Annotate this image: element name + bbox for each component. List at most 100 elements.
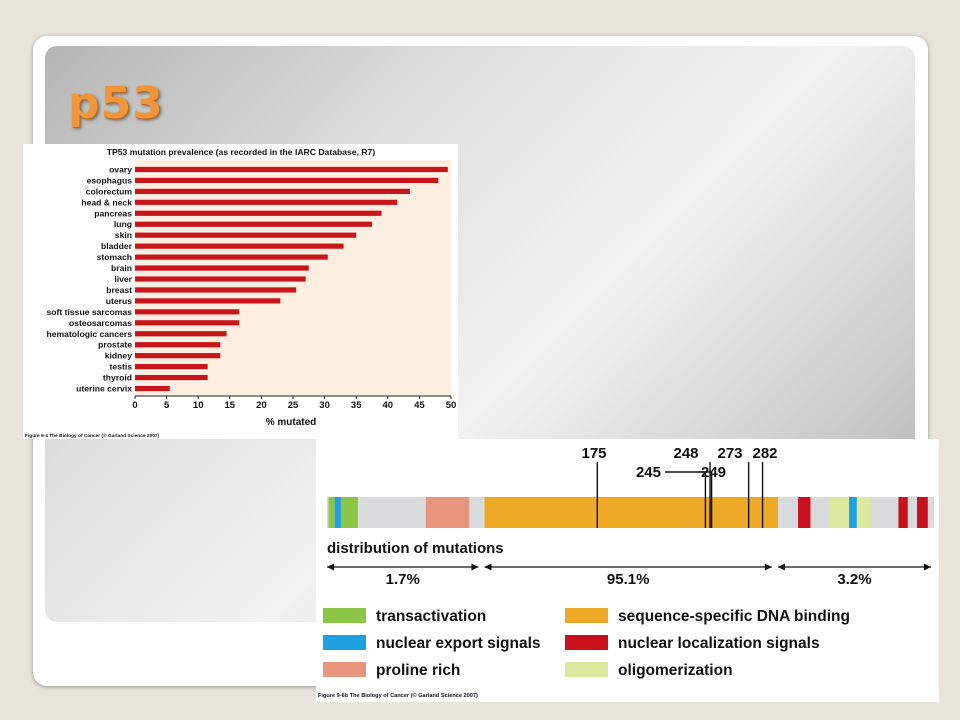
prevalence-bar bbox=[135, 166, 448, 173]
legend-label: nuclear export signals bbox=[376, 635, 541, 652]
slide-title: p53 bbox=[68, 78, 164, 129]
prevalence-category-label: testis bbox=[110, 362, 133, 372]
prevalence-category-label: brain bbox=[111, 263, 132, 273]
prevalence-category-label: breast bbox=[106, 285, 132, 295]
protein-region bbox=[898, 497, 908, 528]
prevalence-category-label: esophagus bbox=[87, 175, 133, 185]
legend-label: transactivation bbox=[376, 608, 486, 625]
prevalence-bar bbox=[135, 353, 221, 359]
prevalence-bar bbox=[135, 298, 281, 304]
prevalence-x-axis-label: % mutated bbox=[266, 417, 317, 428]
prevalence-category-label: uterus bbox=[106, 296, 132, 306]
protein-region bbox=[334, 497, 341, 528]
prevalence-figure: TP53 mutation prevalence (as recorded in… bbox=[23, 144, 458, 439]
prevalence-x-tick-label: 5 bbox=[164, 400, 170, 411]
prevalence-x-tick-label: 30 bbox=[319, 400, 330, 411]
prevalence-bar bbox=[135, 177, 439, 184]
prevalence-x-tick-label: 15 bbox=[225, 400, 236, 411]
prevalence-chart-title: TP53 mutation prevalence (as recorded in… bbox=[107, 147, 376, 157]
legend-swatch bbox=[323, 635, 366, 650]
prevalence-x-tick-label: 50 bbox=[446, 400, 457, 411]
prevalence-bar bbox=[135, 232, 357, 238]
hotspot-label: 282 bbox=[752, 445, 777, 462]
prevalence-bar bbox=[135, 364, 208, 370]
prevalence-bar bbox=[135, 331, 227, 337]
prevalence-category-label: head & neck bbox=[81, 197, 132, 207]
legend-swatch bbox=[323, 662, 366, 677]
segment-arrowhead bbox=[764, 563, 772, 571]
prevalence-category-label: hematologic cancers bbox=[47, 329, 133, 339]
segment-arrowhead bbox=[471, 563, 479, 571]
prevalence-caption: Figure 9-4 The Biology of Cancer (© Garl… bbox=[25, 432, 160, 439]
prevalence-marks: 0 5 10 15 20 25 30 35 40 45 50 ovaryesophaguscolore… bbox=[47, 160, 457, 411]
prevalence-x-tick-label: 10 bbox=[193, 400, 204, 411]
protein-region bbox=[340, 497, 358, 528]
distribution-title: distribution of mutations bbox=[327, 540, 504, 557]
prevalence-category-label: pancreas bbox=[94, 208, 132, 218]
prevalence-category-label: lung bbox=[114, 219, 132, 229]
prevalence-bar bbox=[135, 287, 297, 293]
prevalence-category-label: bladder bbox=[101, 241, 133, 251]
segment-percentage: 3.2% bbox=[837, 571, 871, 588]
prevalence-bar bbox=[135, 374, 208, 381]
prevalence-bar bbox=[135, 385, 170, 392]
prevalence-bar bbox=[135, 243, 344, 249]
legend-label: oligomerization bbox=[618, 662, 733, 679]
segment-percentage: 95.1% bbox=[607, 571, 650, 588]
prevalence-category-label: prostate bbox=[98, 340, 132, 350]
distribution-legend: transactivation sequence-specific DNA bin… bbox=[323, 608, 850, 679]
protein-region bbox=[425, 497, 470, 528]
prevalence-x-tick-label: 45 bbox=[414, 400, 425, 411]
legend-swatch bbox=[565, 662, 608, 677]
prevalence-category-label: stomach bbox=[97, 252, 132, 262]
segment-percentage: 1.7% bbox=[386, 571, 420, 588]
prevalence-bar bbox=[135, 221, 372, 227]
protein-region bbox=[328, 497, 335, 528]
protein-region bbox=[798, 497, 811, 528]
prevalence-bar bbox=[135, 276, 306, 282]
prevalence-x-tick-label: 35 bbox=[351, 400, 362, 411]
prevalence-category-label: skin bbox=[115, 230, 132, 240]
prevalence-category-label: uterine cervix bbox=[76, 384, 132, 394]
legend-swatch bbox=[323, 608, 366, 623]
prevalence-category-label: liver bbox=[114, 274, 132, 284]
prevalence-bar bbox=[135, 199, 398, 205]
prevalence-bar bbox=[135, 210, 382, 216]
prevalence-x-tick-label: 0 bbox=[132, 400, 137, 411]
prevalence-x-tick-label: 40 bbox=[383, 400, 394, 411]
prevalence-bar bbox=[135, 265, 309, 271]
prevalence-category-label: colorectum bbox=[86, 186, 133, 196]
prevalence-category-label: kidney bbox=[105, 351, 132, 361]
prevalence-bar bbox=[135, 188, 410, 194]
distribution-figure: 175 245 248 249 273 282 1.7% 95.1% 3.2% distribu… bbox=[316, 439, 939, 702]
hotspot-label: 273 bbox=[717, 445, 742, 462]
segment-arrowhead bbox=[484, 563, 492, 571]
protein-region bbox=[849, 497, 857, 528]
prevalence-chart: TP53 mutation prevalence (as recorded in… bbox=[25, 147, 457, 439]
segment-arrowhead bbox=[327, 563, 334, 571]
prevalence-category-label: ovary bbox=[109, 164, 132, 174]
hotspot-label: 248 bbox=[673, 445, 698, 462]
legend-label: nuclear localization signals bbox=[618, 635, 820, 652]
legend-label: proline rich bbox=[376, 662, 460, 679]
legend-swatch bbox=[565, 608, 608, 623]
hotspot-label: 249 bbox=[701, 464, 726, 481]
segment-arrowhead bbox=[924, 563, 931, 571]
hotspot-label: 175 bbox=[581, 445, 606, 462]
prevalence-category-label: osteosarcomas bbox=[69, 318, 132, 328]
distribution-caption: Figure 9-6b The Biology of Cancer (© Gar… bbox=[318, 692, 478, 699]
legend-label: sequence-specific DNA binding bbox=[618, 608, 850, 625]
protein-region bbox=[917, 497, 928, 528]
protein-region bbox=[484, 497, 779, 528]
segment-arrowhead bbox=[777, 563, 785, 571]
prevalence-bar bbox=[135, 309, 240, 315]
prevalence-x-tick-label: 25 bbox=[288, 400, 299, 411]
hotspot-label: 245 bbox=[636, 464, 661, 481]
prevalence-x-tick-label: 20 bbox=[256, 400, 267, 411]
prevalence-bar bbox=[135, 254, 328, 260]
prevalence-bar bbox=[135, 320, 240, 326]
prevalence-category-label: thyroid bbox=[103, 373, 132, 383]
prevalence-category-label: soft tissue sarcomas bbox=[47, 307, 133, 317]
